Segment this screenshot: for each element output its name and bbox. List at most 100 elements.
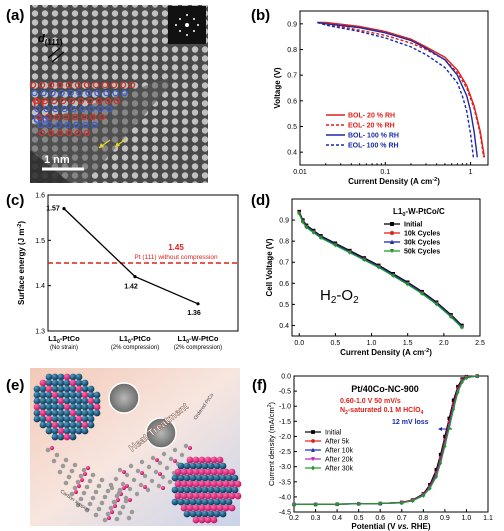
pt-label: Pt xyxy=(33,96,45,110)
pt-atom xyxy=(174,492,182,500)
co-atom xyxy=(45,409,53,417)
carbon-atom xyxy=(179,452,185,458)
data-marker xyxy=(410,498,415,504)
legend-marker xyxy=(311,447,315,452)
pt-co-atom-overlay xyxy=(29,81,136,137)
fft-spots-icon xyxy=(175,14,199,36)
co-atom xyxy=(219,474,227,482)
panel-f-chart: (f) 0.0 -0.5 -1.0 -1.5 -2.0 -2.5 -3.0 -3.5 -4.0 -… xyxy=(252,374,493,531)
pt-atom xyxy=(76,483,82,489)
pt-atom xyxy=(198,468,206,476)
carbon-atom xyxy=(72,485,78,491)
co-atom xyxy=(45,427,53,435)
co-atom xyxy=(81,427,89,435)
data-marker xyxy=(378,501,382,506)
pt-atom xyxy=(143,485,147,489)
pt-atom-marker xyxy=(80,113,88,121)
pt-atom-marker xyxy=(62,113,70,121)
co-atom-marker xyxy=(79,105,86,113)
x-tick-label: 0.01 xyxy=(293,169,307,176)
y-tick-label: -3.0 xyxy=(279,464,291,471)
co-atom xyxy=(39,391,47,399)
co-atom xyxy=(75,421,83,429)
carbon-atom xyxy=(142,473,148,479)
pt-atom xyxy=(155,458,159,462)
x-tick-label: 0.5 xyxy=(331,340,341,347)
pt-atom xyxy=(210,504,218,512)
co-atom xyxy=(81,415,89,423)
series-line-0 xyxy=(294,375,478,505)
pt-atom-marker xyxy=(92,81,100,89)
carbon-atom xyxy=(75,479,81,485)
reference-text: Pt (111) without compression xyxy=(134,254,218,261)
co-atom-marker xyxy=(106,105,113,113)
condition-line-1: 0.60-1.0 V 50 mV/s xyxy=(340,398,401,405)
plot-frame xyxy=(291,198,481,337)
legend-entry: BOL- 20 % RH xyxy=(348,113,395,120)
co-atom xyxy=(171,498,179,506)
legend-entry: EOL- 100 % RH xyxy=(348,143,399,150)
co-atom xyxy=(69,421,77,429)
tem-inset-left xyxy=(108,382,140,414)
co-atom xyxy=(189,498,197,506)
co-atom xyxy=(219,498,227,506)
pt-atom xyxy=(222,468,230,476)
pt-atom xyxy=(228,480,236,488)
data-marker xyxy=(464,375,469,381)
plot-frame xyxy=(299,10,489,166)
co-atom xyxy=(51,415,59,423)
co-atom xyxy=(177,486,185,494)
data-marker xyxy=(304,225,309,230)
plot-frame xyxy=(293,375,489,513)
carbon-atom xyxy=(69,491,75,497)
co-atom-marker xyxy=(34,105,41,113)
co-atom xyxy=(45,379,53,387)
pt-atom xyxy=(210,456,218,464)
y-tick-label: 0.4 xyxy=(279,323,289,330)
co-atom xyxy=(177,474,185,482)
data-marker xyxy=(449,315,453,320)
data-marker xyxy=(443,443,447,449)
x-tick-label: 2.0 xyxy=(439,340,449,347)
legend-entry: After 5k xyxy=(325,439,350,446)
pt-atom-marker xyxy=(56,129,64,137)
co-atom xyxy=(177,462,185,470)
carbon-atom xyxy=(112,499,118,505)
y-tick-label: 1.4 xyxy=(35,283,45,290)
x-tick-label: 0.0 xyxy=(294,340,304,347)
data-point xyxy=(62,207,66,211)
pt-atom xyxy=(112,503,118,509)
x-tick-label: 1 xyxy=(469,169,473,176)
pt-atom xyxy=(180,480,188,488)
pt-atom xyxy=(73,489,79,495)
legend-marker xyxy=(390,239,394,244)
pt-atom xyxy=(161,486,165,490)
co-atom xyxy=(39,385,47,393)
co-atom xyxy=(51,397,59,405)
series-line-0 xyxy=(317,21,486,158)
carbon-atom xyxy=(120,504,126,510)
pt-atom-marker xyxy=(110,81,118,89)
co-atom xyxy=(63,397,71,405)
data-marker xyxy=(447,416,451,421)
carbon-atom xyxy=(81,467,87,473)
co-atom xyxy=(57,391,65,399)
carbon-atom xyxy=(113,476,119,482)
pt-atom-marker xyxy=(59,97,67,105)
co-atom xyxy=(87,421,95,429)
co-atom xyxy=(75,397,83,405)
data-marker xyxy=(428,486,432,491)
pt-atom xyxy=(39,409,47,417)
co-atom xyxy=(213,510,221,518)
co-atom xyxy=(219,462,227,470)
pt-atom-marker xyxy=(53,113,61,121)
x-tick-label: 1.5 xyxy=(403,340,413,347)
carbon-atom xyxy=(146,464,152,470)
pt-atom xyxy=(204,516,212,524)
y-axis-label: Cell Voltage (V) xyxy=(265,238,274,296)
co-atom xyxy=(93,409,101,417)
legend-entry: After 20k xyxy=(325,457,354,464)
x-axis-label: Potential (V vs. RHE) xyxy=(351,522,430,531)
x-tick-label: 1.0 xyxy=(462,515,472,522)
co-label: Co xyxy=(33,112,49,126)
